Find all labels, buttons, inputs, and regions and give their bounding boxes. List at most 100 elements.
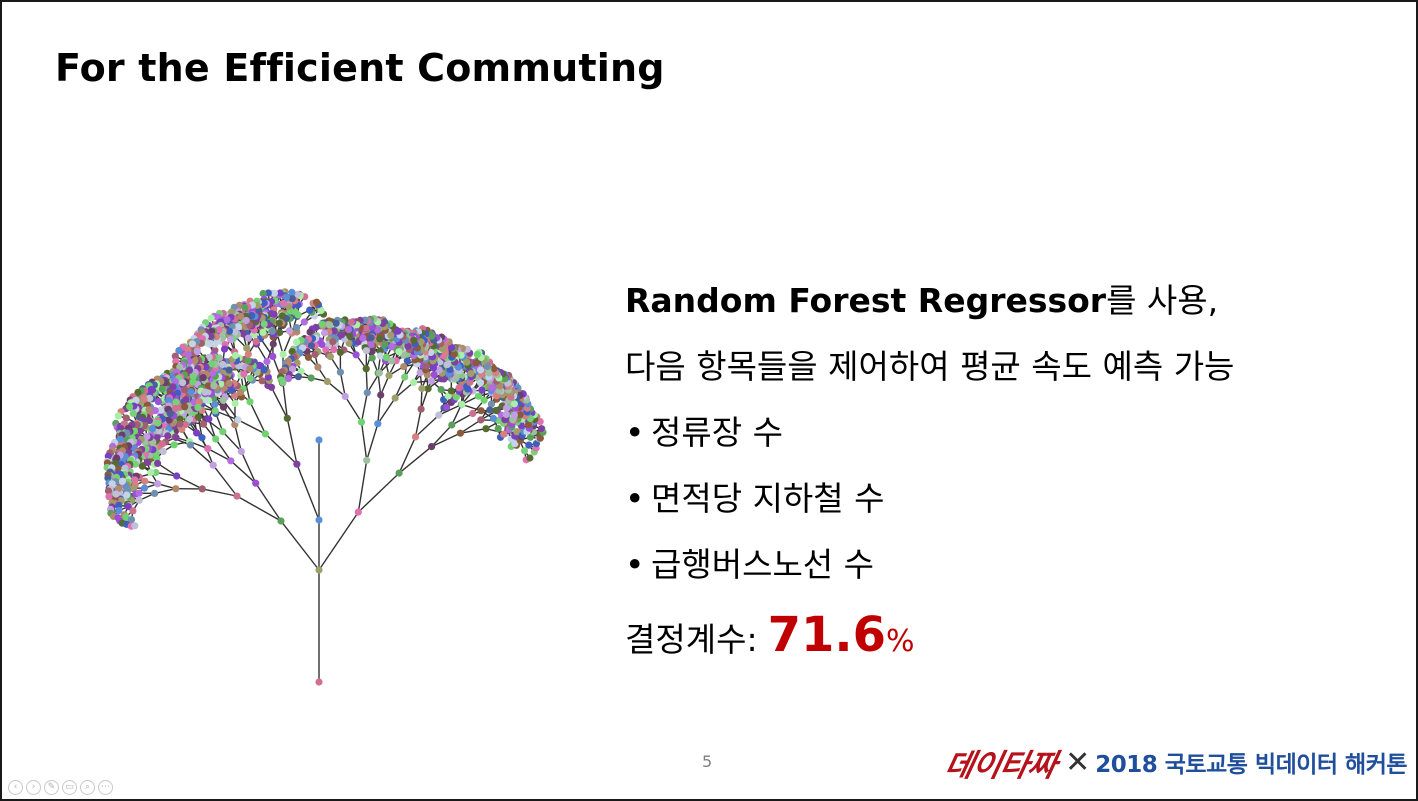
tree-node [537, 425, 546, 433]
tree-edge [222, 431, 242, 452]
r2-value: 71.6 [767, 607, 886, 663]
tree-node [403, 357, 411, 365]
tree-node [487, 400, 495, 408]
tree-node [259, 328, 267, 336]
tree-node [260, 299, 268, 307]
tree-node [105, 493, 113, 501]
tree-edge [398, 446, 433, 474]
tree-node [367, 341, 375, 349]
tree-node [502, 410, 510, 419]
decision-tree-graphic [103, 288, 547, 686]
tree-node [503, 404, 511, 412]
tree-node [288, 295, 296, 303]
tree-node [411, 433, 420, 441]
tree-edge [414, 408, 422, 438]
tree-node [367, 334, 375, 342]
tree-node [176, 420, 184, 428]
tree-node [458, 400, 466, 408]
tree-edge [207, 447, 232, 462]
tree-node [363, 389, 371, 397]
tree-edge [215, 438, 232, 462]
tree-edge [243, 373, 251, 402]
tree-node [269, 340, 277, 348]
tree-edge [377, 397, 396, 425]
tree-node [244, 357, 252, 365]
tree-node [207, 332, 215, 340]
bullet-item: • 정류장 수 [625, 400, 1385, 466]
tree-node [211, 407, 219, 415]
tree-node [463, 358, 471, 366]
tree-node [285, 327, 293, 335]
tree-node [315, 678, 323, 686]
tree-node [323, 377, 331, 386]
tree-node [467, 370, 475, 378]
tree-node [135, 496, 143, 504]
tree-node [385, 371, 393, 380]
tree-node [148, 425, 157, 433]
tree-node [201, 388, 209, 396]
bullet-item: • 급행버스노선 수 [625, 532, 1385, 598]
tree-node [472, 359, 480, 367]
tree-node [231, 399, 239, 407]
tree-node [218, 334, 227, 342]
tree-node [207, 314, 215, 322]
tree-node [489, 414, 497, 422]
tree-node [450, 350, 458, 358]
tree-node [293, 324, 301, 332]
slides-icon[interactable]: ▭ [62, 780, 77, 795]
tree-node [486, 406, 494, 414]
tree-node [536, 434, 544, 442]
tree-edge [255, 482, 282, 522]
tree-node [443, 403, 451, 411]
tree-node [283, 414, 291, 422]
tree-edge [366, 423, 379, 461]
more-icon[interactable]: ⋯ [98, 780, 113, 795]
times-icon: ✕ [1065, 744, 1091, 780]
tree-node [205, 415, 213, 423]
tree-edge [431, 424, 453, 448]
tree-edge [236, 495, 282, 522]
prev-icon[interactable]: ‹ [8, 780, 23, 795]
tree-node [264, 289, 272, 297]
tree-node [225, 366, 233, 374]
tree-node [187, 388, 195, 396]
tree-node [242, 316, 250, 325]
tree-node [147, 385, 155, 394]
tree-node [263, 357, 271, 366]
tree-node [233, 492, 241, 500]
tree-node [219, 403, 228, 411]
pen-icon[interactable]: ✎ [44, 780, 59, 795]
tree-node [474, 392, 483, 400]
tree-node [188, 340, 196, 348]
tree-node [362, 365, 370, 373]
tree-node [476, 379, 485, 387]
tree-node [277, 517, 285, 525]
tree-node [248, 312, 256, 320]
tree-node [337, 331, 346, 339]
tree-edge [176, 475, 203, 490]
tree-edge [357, 472, 400, 513]
tree-node [205, 340, 214, 348]
tree-node [417, 405, 425, 413]
tree-node [368, 347, 376, 355]
tree-node [279, 299, 288, 308]
zoom-icon[interactable]: ⌕ [80, 780, 95, 795]
tree-edge [237, 419, 266, 435]
tree-node [173, 472, 181, 480]
tree-node [126, 403, 134, 411]
next-icon[interactable]: › [26, 780, 41, 795]
tree-node [157, 406, 165, 414]
tree-node [189, 372, 197, 380]
tree-node [294, 373, 302, 381]
tree-node [341, 392, 349, 400]
tree-node [330, 327, 338, 335]
tree-node [225, 379, 233, 388]
tree-node [204, 445, 212, 453]
tree-node [285, 303, 293, 311]
tree-node [410, 378, 418, 386]
tree-node [278, 312, 286, 320]
r2-label: 결정계수: [625, 620, 758, 659]
tree-node [147, 468, 155, 477]
tree-node [311, 351, 319, 359]
tree-node [193, 347, 201, 355]
